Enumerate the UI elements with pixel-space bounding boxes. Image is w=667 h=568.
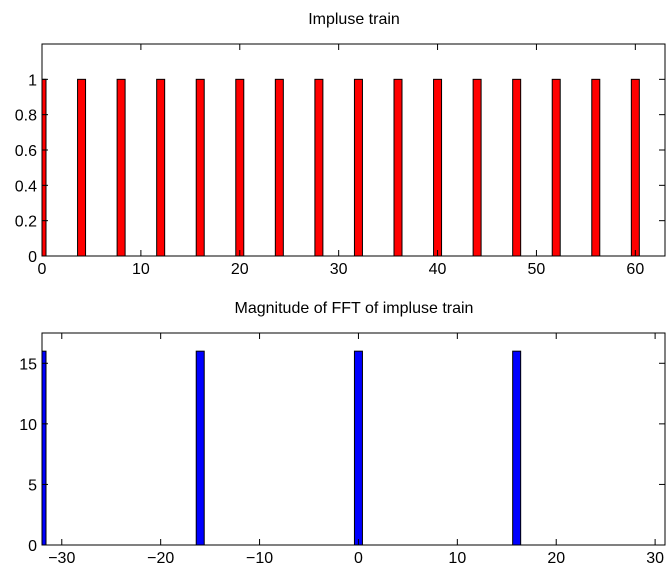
x-tick-label: −30 xyxy=(48,550,75,563)
x-tick-label: 30 xyxy=(330,261,348,278)
bar xyxy=(393,78,403,257)
bar xyxy=(472,78,482,257)
bar xyxy=(235,78,245,257)
chart-title: Magnitude of FFT of impluse train xyxy=(235,300,474,317)
bar xyxy=(274,78,284,257)
y-tick-label: 0.2 xyxy=(15,214,37,231)
y-tick-label: 0.6 xyxy=(15,143,37,160)
bar xyxy=(512,350,522,546)
x-tick-label: 20 xyxy=(231,261,249,278)
plot-area xyxy=(41,43,666,257)
x-tick-label: −20 xyxy=(147,550,174,563)
x-tick-label: 50 xyxy=(528,261,546,278)
x-tick-label: 0 xyxy=(354,550,363,563)
bar xyxy=(195,350,205,546)
bar xyxy=(195,78,205,257)
bar xyxy=(630,78,640,257)
axis-ticks: 0 10 20 30 40 50 60 0 0.2 0.4 0.6 0.8 1 xyxy=(15,44,665,278)
y-tick-label: 5 xyxy=(28,477,37,494)
y-tick-label: 0 xyxy=(28,538,37,555)
y-tick-label: 15 xyxy=(19,356,37,373)
x-tick-label: 30 xyxy=(646,550,664,563)
x-tick-label: 40 xyxy=(429,261,447,278)
bar xyxy=(353,350,363,546)
x-tick-label: −10 xyxy=(246,550,273,563)
bar xyxy=(41,350,47,546)
impulse-train-plot: Impluse train 0 10 20 30 40 50 60 0 0.2 0.4 0.6 0.8… xyxy=(15,11,666,278)
y-tick-label: 0 xyxy=(28,249,37,266)
bar xyxy=(156,78,166,257)
x-tick-label: 20 xyxy=(547,550,565,563)
bar xyxy=(314,78,324,257)
y-tick-label: 1 xyxy=(28,72,37,89)
bars xyxy=(41,78,640,257)
bars xyxy=(41,350,522,546)
x-tick-label: 10 xyxy=(132,261,150,278)
fft-magnitude-plot: Magnitude of FFT of impluse train −30 −20… xyxy=(19,300,666,567)
bar xyxy=(591,78,601,257)
bar xyxy=(116,78,126,257)
plot-area xyxy=(41,332,666,546)
y-tick-label: 10 xyxy=(19,417,37,434)
y-tick-label: 0.4 xyxy=(15,178,37,195)
bar xyxy=(512,78,522,257)
bar xyxy=(433,78,443,257)
bar xyxy=(77,78,87,257)
x-tick-label: 0 xyxy=(38,261,47,278)
chart-title: Impluse train xyxy=(308,11,400,28)
bar xyxy=(353,78,363,257)
x-tick-label: 60 xyxy=(626,261,644,278)
y-tick-label: 0.8 xyxy=(15,108,37,125)
bar xyxy=(551,78,561,257)
x-tick-label: 10 xyxy=(448,550,466,563)
bar xyxy=(41,78,47,257)
